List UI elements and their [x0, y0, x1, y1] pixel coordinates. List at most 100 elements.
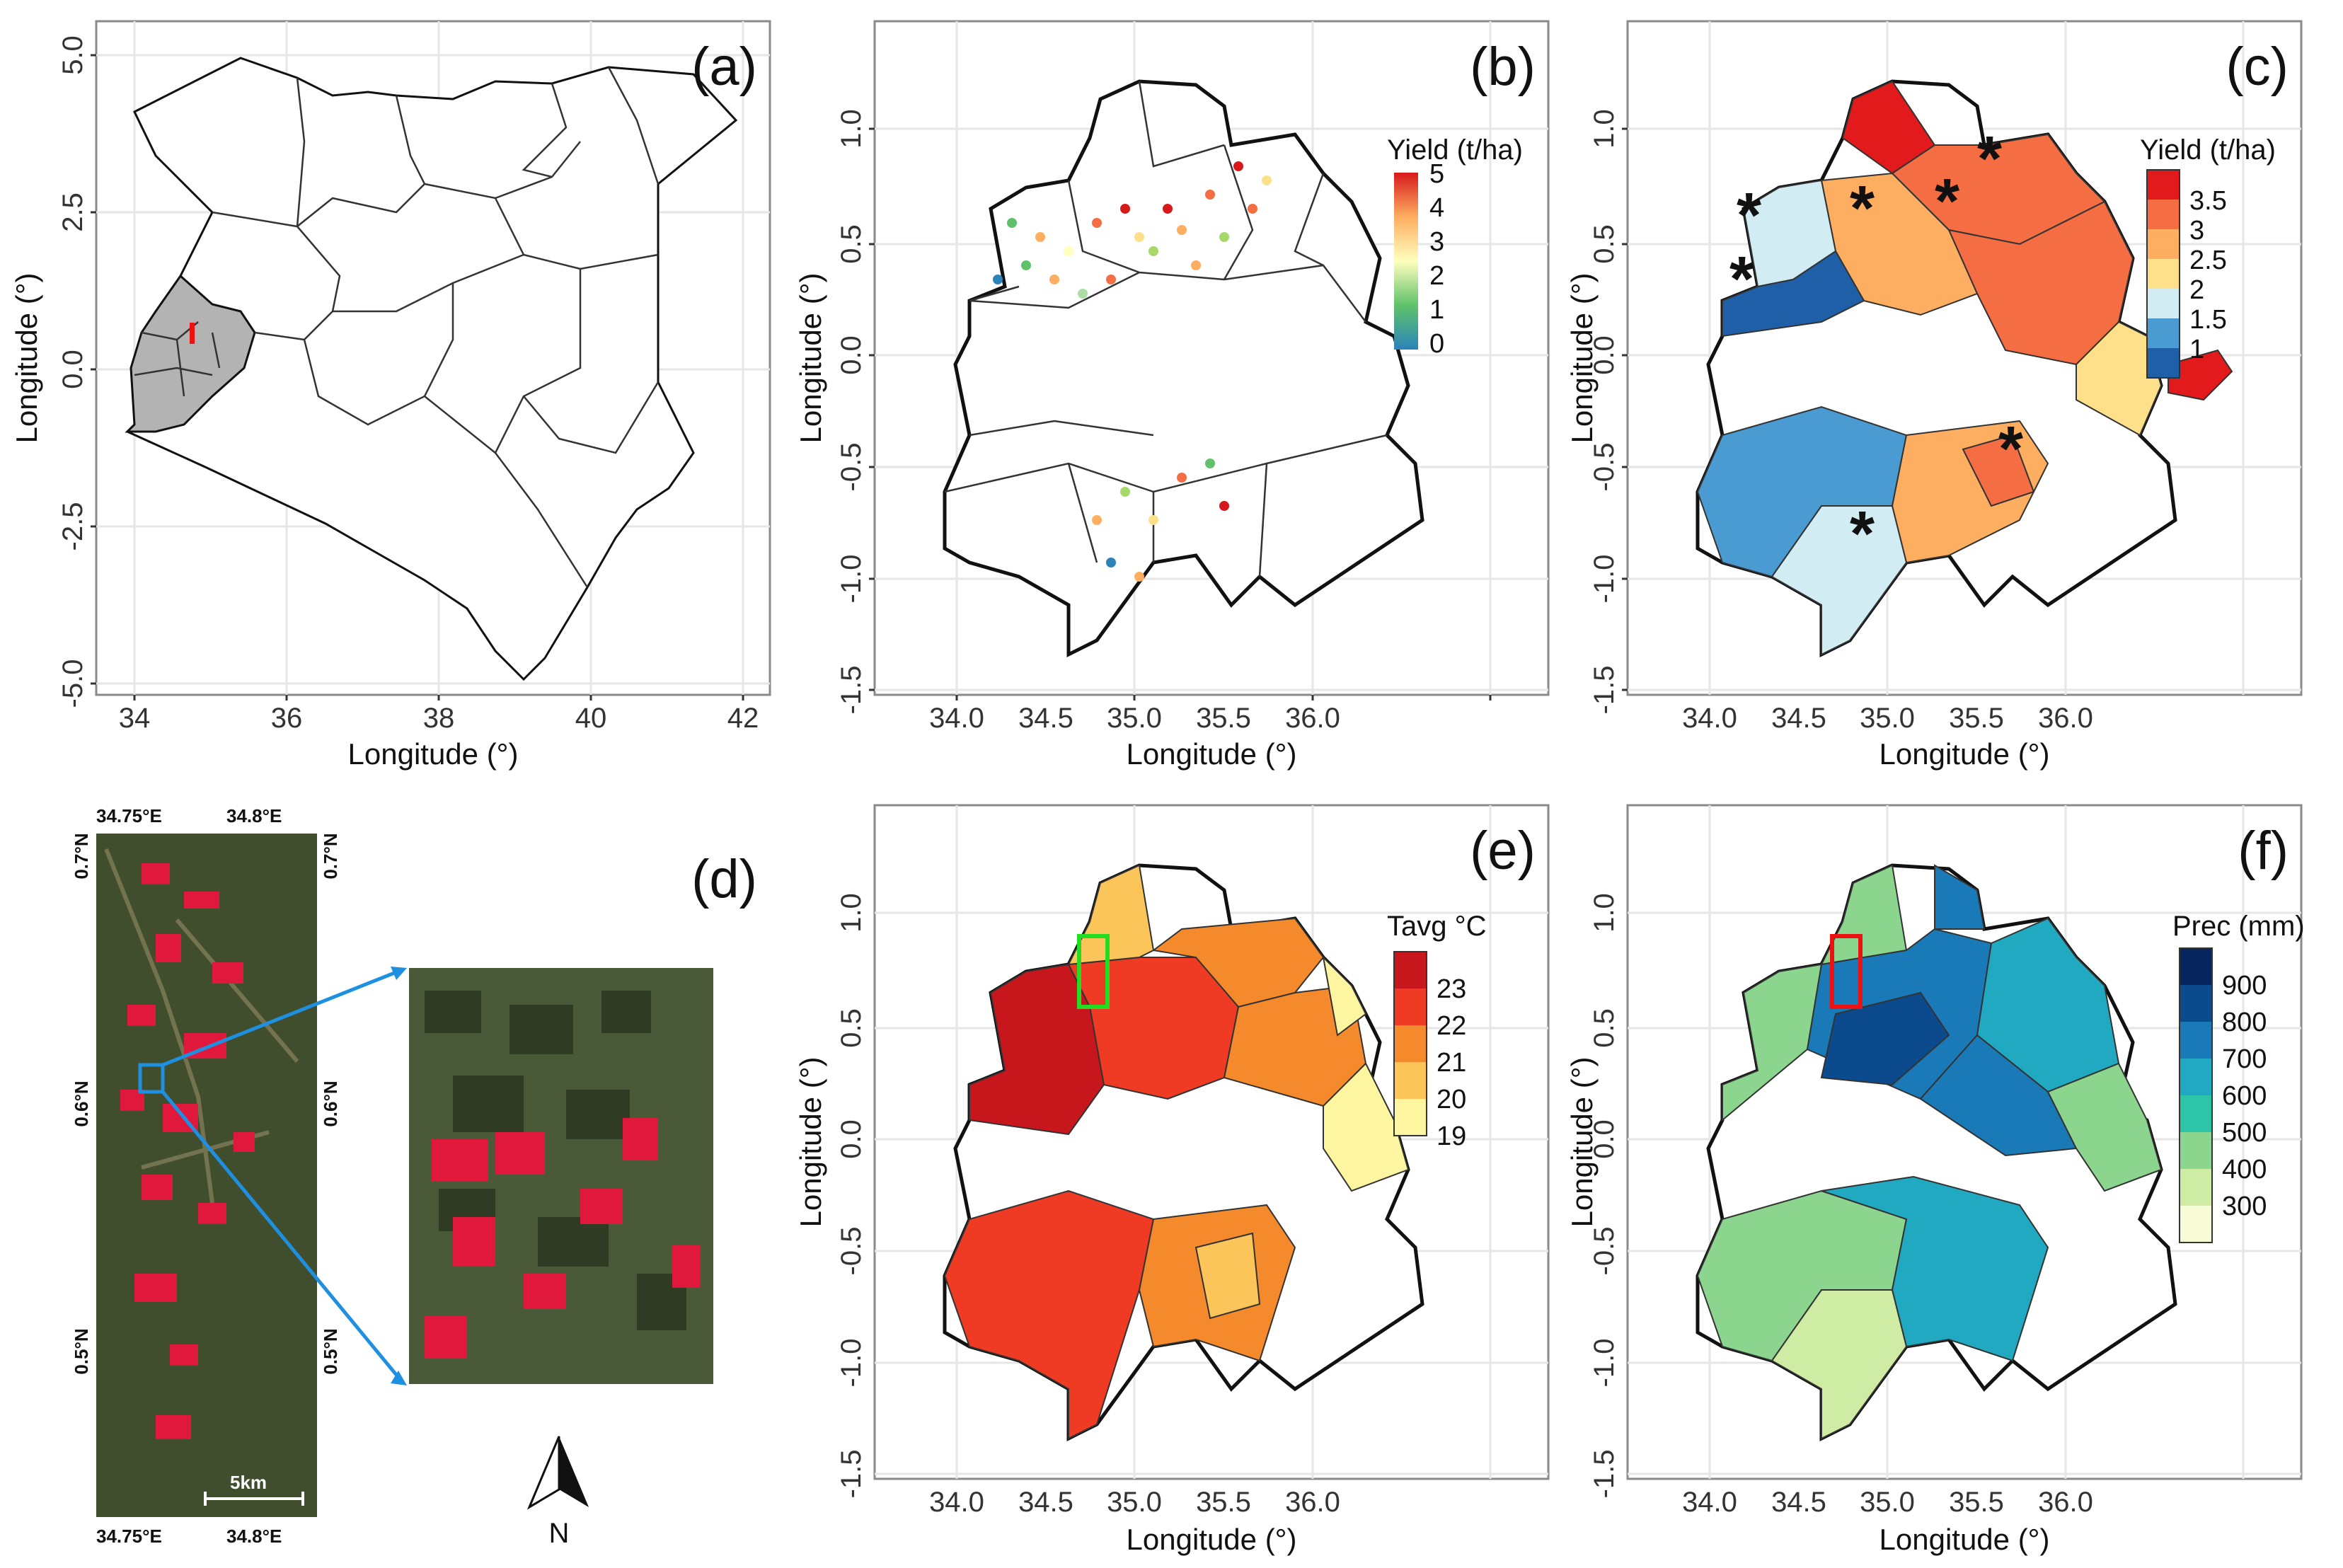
panel-e: Tavg °C 23 22 21 20 19 1.0 0.5 0.0 -0.5 … — [794, 804, 1550, 1556]
c-panel-label: (c) — [2226, 37, 2289, 97]
c-legend-title: Yield (t/ha) — [2140, 134, 2276, 166]
f-legend-500: 500 — [2222, 1118, 2267, 1148]
f-legend-600: 600 — [2222, 1081, 2267, 1111]
b-legend-1: 1 — [1429, 295, 1444, 325]
f-ytick-1: 1.0 — [1589, 893, 1620, 933]
b-legend-0: 0 — [1429, 329, 1444, 359]
f-panel-label: (f) — [2238, 821, 2289, 881]
f-ytick-3: 0.0 — [1589, 1119, 1620, 1159]
c-ytick-2: 0.5 — [1589, 224, 1620, 264]
c-xlabel: Longitude (°) — [1879, 737, 2050, 771]
f-legend: Prec (mm) 900 800 700 600 500 400 300 — [2172, 911, 2305, 1243]
a-ytick-2: 2.5 — [57, 192, 88, 232]
a-ytick-1: 5.0 — [57, 35, 88, 75]
c-legend-35: 3.5 — [2189, 186, 2227, 216]
c-legend-3: 3 — [2189, 216, 2204, 246]
f-study-box — [1830, 934, 1863, 1009]
a-ytick-3: 0.0 — [57, 350, 88, 389]
d-inset-box — [138, 1063, 165, 1094]
e-study-box — [1077, 934, 1110, 1009]
c-xtick-5: 36.0 — [2038, 703, 2093, 734]
e-legend-20: 20 — [1437, 1085, 1466, 1114]
f-legend-300: 300 — [2222, 1192, 2267, 1221]
panel-b-yticks: 1.0 0.5 0.0 -0.5 -1.0 -1.5 — [836, 109, 875, 714]
a-xtick-1: 34 — [119, 703, 151, 734]
b-legend-title: Yield (t/ha) — [1387, 134, 1523, 166]
b-map — [945, 81, 1422, 655]
c-xtick-2: 34.5 — [1771, 703, 1826, 734]
b-xlabel: Longitude (°) — [1127, 737, 1297, 771]
d-zoom-cropland — [425, 1118, 701, 1359]
c-ylabel: Longitude (°) — [1565, 273, 1599, 444]
f-xtick-1: 34.0 — [1682, 1487, 1737, 1518]
c-xtick-4: 35.5 — [1949, 703, 2004, 734]
d-left-lat-3: 0.5°N — [71, 1328, 92, 1374]
panel-b: Yield (t/ha) 5 4 3 2 1 0 1.0 0.5 0.0 -0.… — [794, 20, 1550, 771]
panel-f: Prec (mm) 900 800 700 600 500 400 300 1.… — [1565, 804, 2305, 1556]
panel-d: 34.75°E 34.8°E 34.75°E 34.8°E 0.7°N 0.6°… — [71, 805, 757, 1549]
f-legend-400: 400 — [2222, 1155, 2267, 1184]
e-xlabel: Longitude (°) — [1127, 1523, 1297, 1556]
f-xlabel: Longitude (°) — [1879, 1523, 2050, 1556]
c-star-3: * — [1850, 173, 1875, 244]
b-xtick-1: 34.0 — [929, 703, 984, 734]
a-ytick-5: -5.0 — [57, 659, 88, 708]
study-site-marker — [190, 323, 195, 344]
e-legend-22: 22 — [1437, 1011, 1466, 1041]
b-ytick-3: 0.0 — [836, 335, 867, 375]
c-legend-2: 2 — [2189, 275, 2204, 305]
f-legend-700: 700 — [2222, 1044, 2267, 1074]
c-star-5: * — [1977, 124, 2002, 195]
e-xtick-1: 34.0 — [929, 1487, 984, 1518]
panel-b-xticks: 34.0 34.5 35.0 35.5 36.0 — [929, 695, 1492, 734]
e-ytick-6: -1.5 — [836, 1450, 867, 1499]
d-zoom-fields — [425, 991, 686, 1330]
d-panel-label: (d) — [691, 849, 757, 909]
f-ytick-2: 0.5 — [1589, 1008, 1620, 1048]
f-ytick-4: -0.5 — [1589, 1227, 1620, 1276]
b-ytick-5: -1.0 — [836, 555, 867, 604]
e-ytick-1: 1.0 — [836, 893, 867, 933]
study-region — [125, 274, 256, 433]
a-xtick-5: 42 — [727, 703, 759, 734]
panel-a-xticks: 34 36 38 40 42 — [119, 695, 759, 734]
d-right-lat-1: 0.7°N — [320, 833, 341, 879]
f-legend-800: 800 — [2222, 1008, 2267, 1037]
e-legend-23: 23 — [1437, 974, 1466, 1004]
c-legend-15: 1.5 — [2189, 305, 2227, 335]
c-map: * * * * * * * — [1698, 81, 2233, 655]
e-legend-title: Tavg °C — [1387, 911, 1487, 942]
c-ytick-1: 1.0 — [1589, 109, 1620, 149]
f-legend-title: Prec (mm) — [2172, 911, 2305, 942]
panel-c-xticks: 34.0 34.5 35.0 35.5 36.0 — [1682, 703, 2093, 734]
e-xtick-3: 35.0 — [1107, 1487, 1162, 1518]
d-arrow-top — [162, 967, 404, 1067]
c-legend-1: 1 — [2189, 335, 2204, 364]
panel-f-yticks: 1.0 0.5 0.0 -0.5 -1.0 -1.5 — [1589, 893, 1620, 1498]
f-ylabel: Longitude (°) — [1565, 1057, 1599, 1228]
c-legend-25: 2.5 — [2189, 246, 2227, 275]
d-right-lat-3: 0.5°N — [320, 1328, 341, 1374]
b-district-borders — [944, 81, 1388, 577]
c-ytick-3: 0.0 — [1589, 335, 1620, 375]
d-top-lon-1: 34.75°E — [96, 805, 162, 826]
d-bottom-lon-2: 34.8°E — [226, 1526, 282, 1547]
d-left-lat-1: 0.7°N — [71, 833, 92, 879]
b-xtick-4: 35.5 — [1196, 703, 1251, 734]
c-star-6: * — [1998, 414, 2023, 485]
c-star-4: * — [1935, 166, 1959, 237]
panel-c: * * * * * * * Yield (t/ha) 3.5 3 2.5 2 1… — [1565, 20, 2303, 771]
b-panel-label: (b) — [1470, 37, 1536, 97]
c-star-7: * — [1850, 499, 1875, 570]
f-ytick-6: -1.5 — [1589, 1450, 1620, 1499]
e-ytick-2: 0.5 — [836, 1008, 867, 1048]
e-map — [945, 865, 1422, 1439]
d-north-label: N — [549, 1518, 570, 1549]
f-legend-900: 900 — [2222, 971, 2267, 1001]
panel-e-yticks: 1.0 0.5 0.0 -0.5 -1.0 -1.5 — [836, 893, 867, 1498]
e-xtick-2: 34.5 — [1018, 1487, 1073, 1518]
c-ytick-6: -1.5 — [1589, 666, 1620, 715]
d-cropland-mask — [120, 863, 255, 1439]
panel-e-xticks: 34.0 34.5 35.0 35.5 36.0 — [929, 1487, 1340, 1518]
